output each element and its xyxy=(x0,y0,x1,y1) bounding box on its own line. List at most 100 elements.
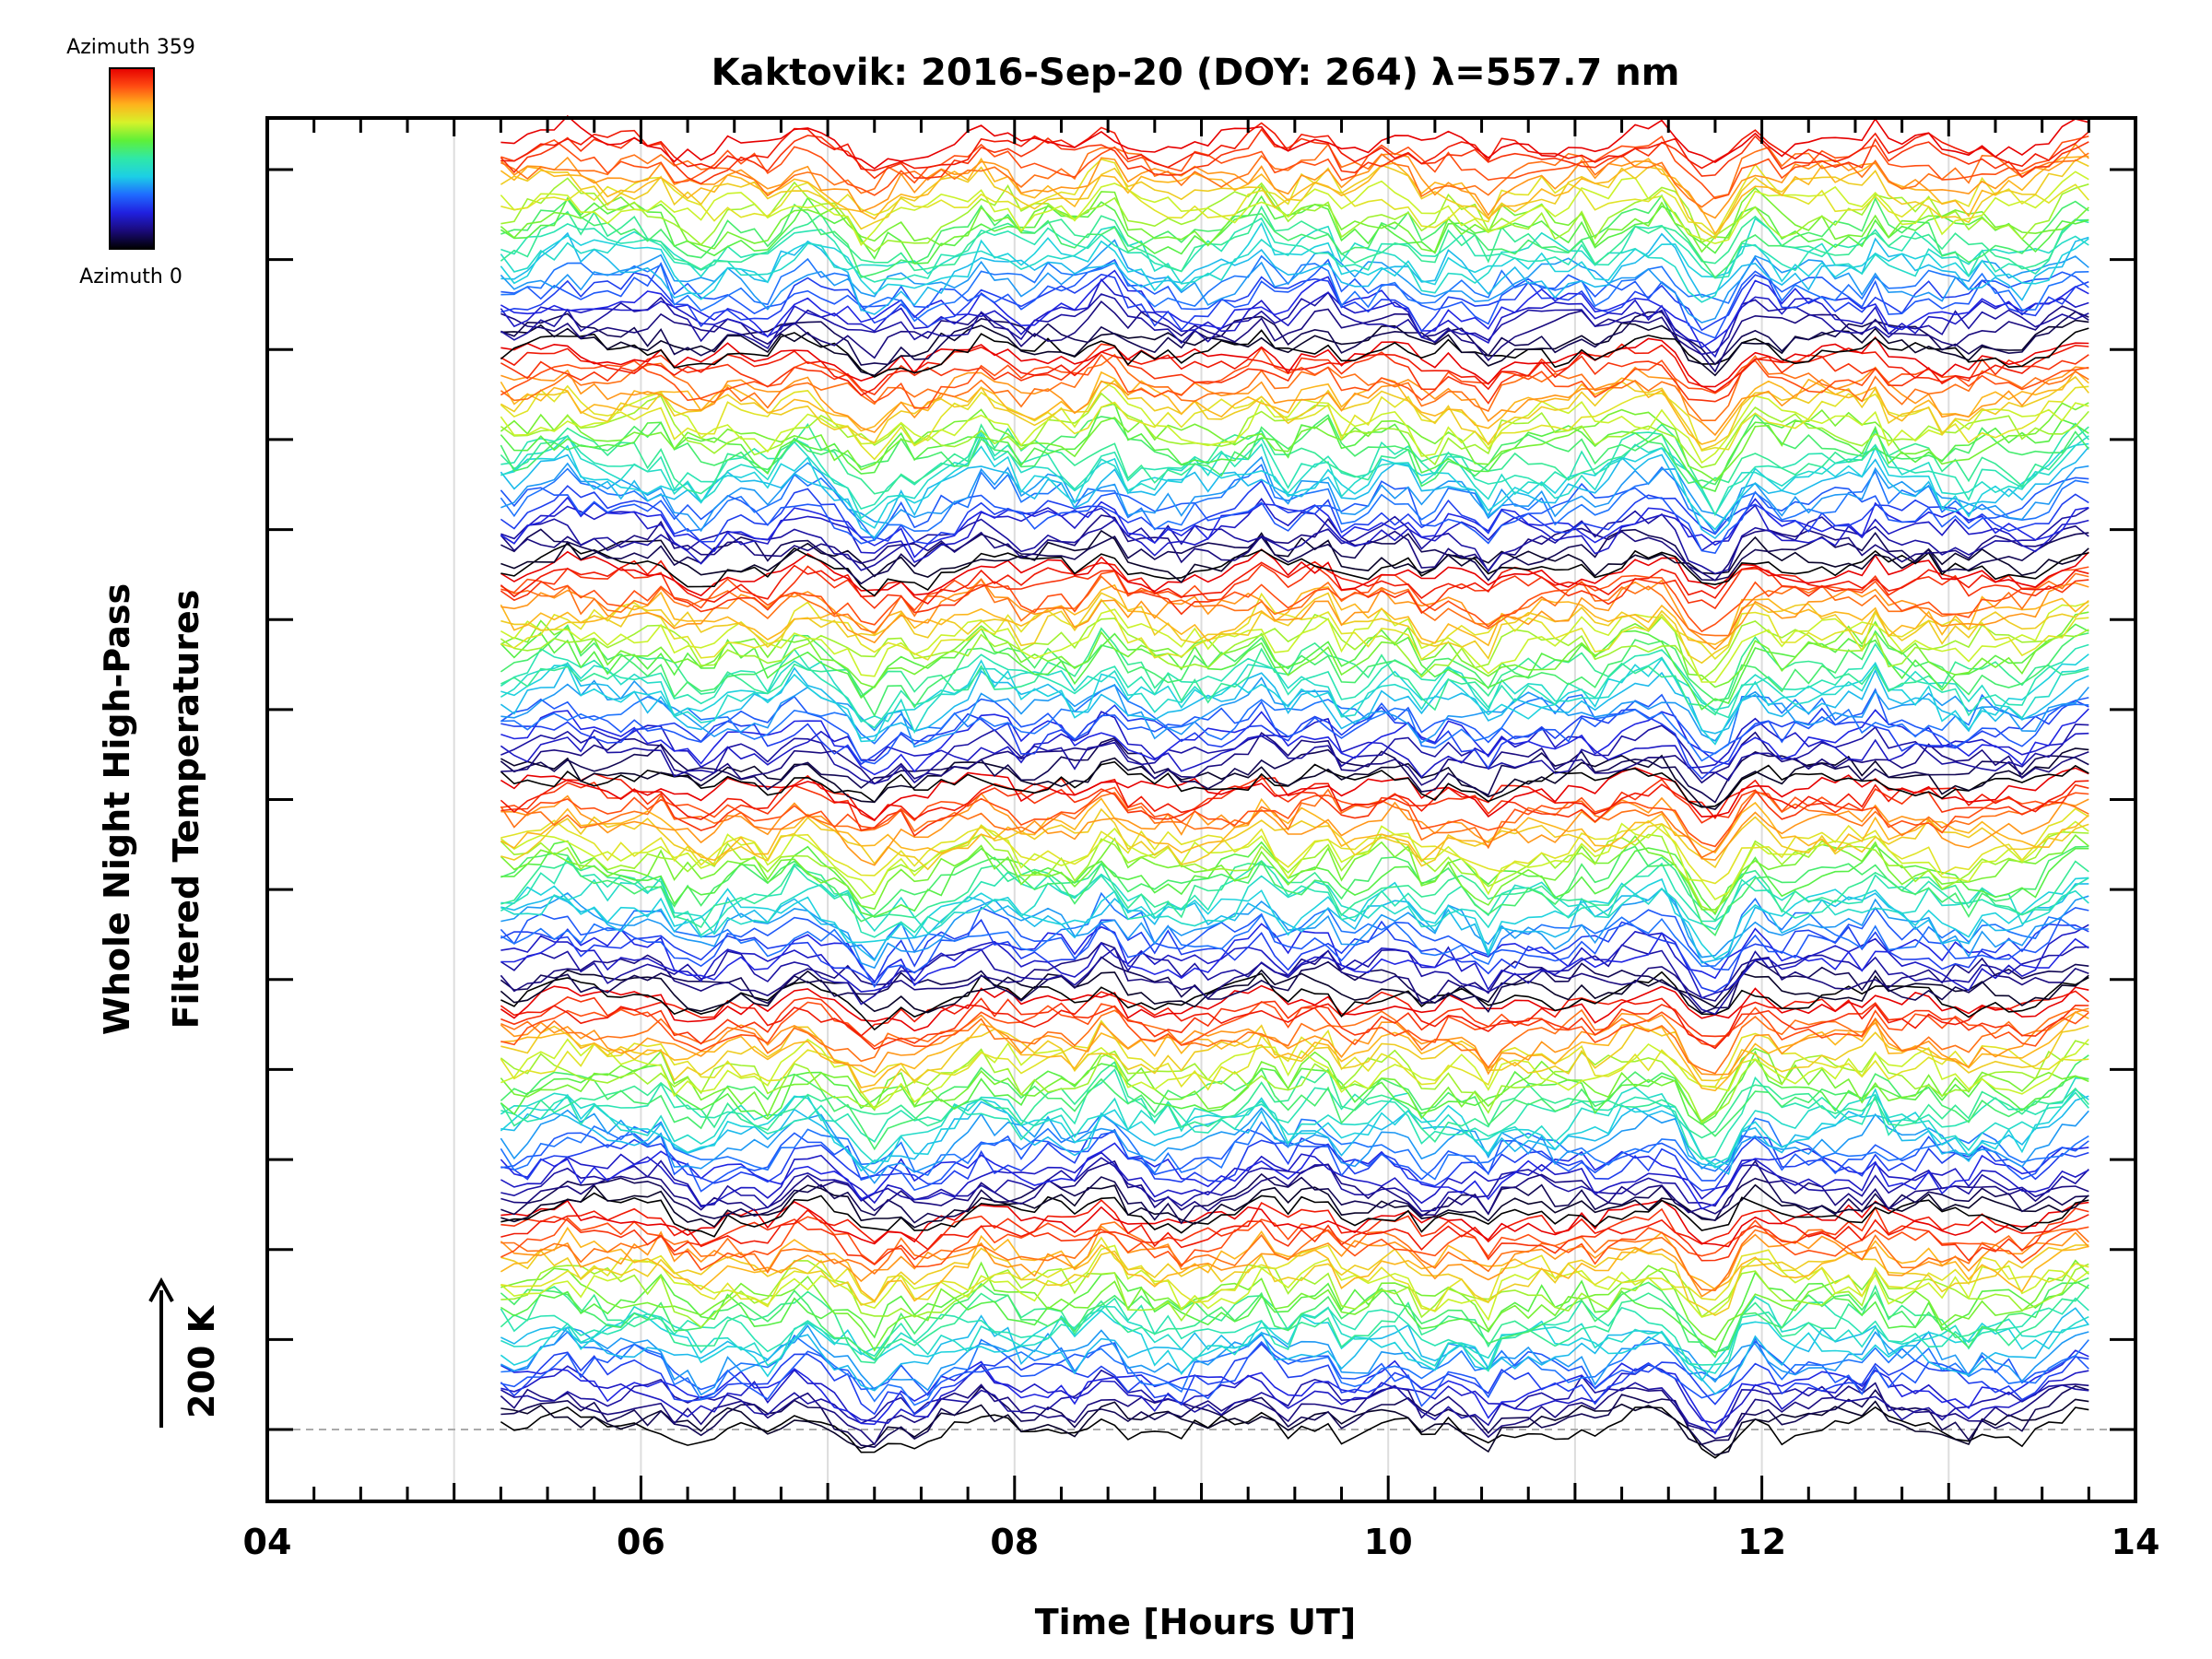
series-line xyxy=(500,366,2089,437)
series-line xyxy=(500,392,2089,469)
plot-frame xyxy=(265,116,2137,1503)
series-line xyxy=(500,611,2089,688)
series-line xyxy=(500,402,2089,482)
series-line xyxy=(500,271,2089,333)
series-line xyxy=(500,661,2089,739)
series-line xyxy=(500,479,2089,545)
series-line xyxy=(500,1226,2089,1302)
series-line xyxy=(500,1244,2089,1322)
series-line xyxy=(500,319,2089,377)
series-line xyxy=(500,906,2089,988)
series-line xyxy=(500,807,2089,885)
series-line xyxy=(500,1199,2089,1248)
series-line xyxy=(500,956,2089,1014)
series-line xyxy=(500,1225,2089,1298)
series-line xyxy=(500,1077,2089,1166)
series-line xyxy=(500,205,2089,273)
series-line xyxy=(500,159,2089,240)
series-line xyxy=(500,353,2089,421)
series-line xyxy=(500,497,2089,565)
series-line xyxy=(500,731,2089,786)
series-line xyxy=(500,1343,2089,1416)
colorbar-top-label: Azimuth 359 xyxy=(66,36,195,59)
series-line xyxy=(500,971,2089,1031)
series-line xyxy=(500,217,2089,303)
series-line xyxy=(500,578,2089,651)
series-line xyxy=(500,624,2089,718)
series-line xyxy=(500,1040,2089,1124)
series-line xyxy=(500,684,2089,762)
series-line xyxy=(500,1216,2089,1271)
colorbar-bottom-label: Azimuth 0 xyxy=(79,265,182,288)
scale-arrow-head-icon xyxy=(148,1277,174,1302)
x-axis-label: Time [Hours UT] xyxy=(1035,1602,1357,1642)
series-line xyxy=(500,990,2089,1050)
colorbar xyxy=(109,67,155,250)
series-line xyxy=(500,1157,2089,1212)
series-line xyxy=(500,984,2089,1032)
series-line xyxy=(500,1054,2089,1151)
series-line xyxy=(500,1382,2089,1446)
series-line xyxy=(500,1364,2089,1425)
series-line xyxy=(500,1349,2089,1435)
series-line xyxy=(500,583,2089,647)
series-line xyxy=(500,786,2089,848)
series-line xyxy=(500,1019,2089,1091)
x-tick-label: 10 xyxy=(1364,1522,1413,1562)
series-line xyxy=(500,1192,2089,1238)
series-line xyxy=(500,413,2089,488)
series-line xyxy=(500,601,2089,683)
series-line xyxy=(500,1007,2089,1075)
series-line xyxy=(500,840,2089,918)
series-line xyxy=(500,559,2089,605)
series-line xyxy=(500,653,2089,746)
series-line xyxy=(500,114,2089,170)
series-line xyxy=(500,1172,2089,1225)
series-line xyxy=(500,1107,2089,1184)
series-line xyxy=(500,856,2089,929)
series-line xyxy=(500,788,2089,859)
series-line xyxy=(500,1206,2089,1265)
series-line xyxy=(500,924,2089,999)
series-line xyxy=(500,496,2089,559)
series-line xyxy=(500,1095,2089,1175)
series-line xyxy=(500,1050,2089,1125)
series-group xyxy=(500,114,2089,1459)
series-line xyxy=(500,688,2089,765)
series-line xyxy=(500,941,2089,1006)
series-line xyxy=(500,122,2089,171)
series-line xyxy=(500,327,2089,378)
series-line xyxy=(500,1260,2089,1329)
series-line xyxy=(500,613,2089,681)
series-line xyxy=(500,1406,2089,1459)
series-line xyxy=(500,1398,2089,1456)
series-line xyxy=(500,1199,2089,1251)
series-line xyxy=(500,477,2089,554)
series-line xyxy=(500,834,2089,911)
series-line xyxy=(500,747,2089,810)
series-line xyxy=(500,888,2089,970)
series-line xyxy=(500,877,2089,960)
series-line xyxy=(500,1284,2089,1364)
series-line xyxy=(500,1259,2089,1352)
series-line xyxy=(500,221,2089,300)
series-line xyxy=(500,969,2089,1014)
series-line xyxy=(500,995,2089,1051)
series-line xyxy=(500,422,2089,517)
series-line xyxy=(500,830,2089,913)
series-line xyxy=(500,217,2089,283)
series-line xyxy=(500,1151,2089,1208)
series-line xyxy=(500,1038,2089,1110)
series-line xyxy=(500,820,2089,900)
series-line xyxy=(500,1047,2089,1123)
series-line xyxy=(500,775,2089,838)
x-tick-label: 04 xyxy=(243,1522,292,1562)
series-line xyxy=(500,724,2089,785)
x-tick-label: 12 xyxy=(1737,1522,1786,1562)
x-tick-label: 06 xyxy=(617,1522,665,1562)
series-line xyxy=(500,944,2089,1016)
series-line xyxy=(500,269,2089,349)
x-tick-labels: 04 06 08 10 12 14 xyxy=(243,1522,2160,1562)
series-line xyxy=(500,432,2089,520)
